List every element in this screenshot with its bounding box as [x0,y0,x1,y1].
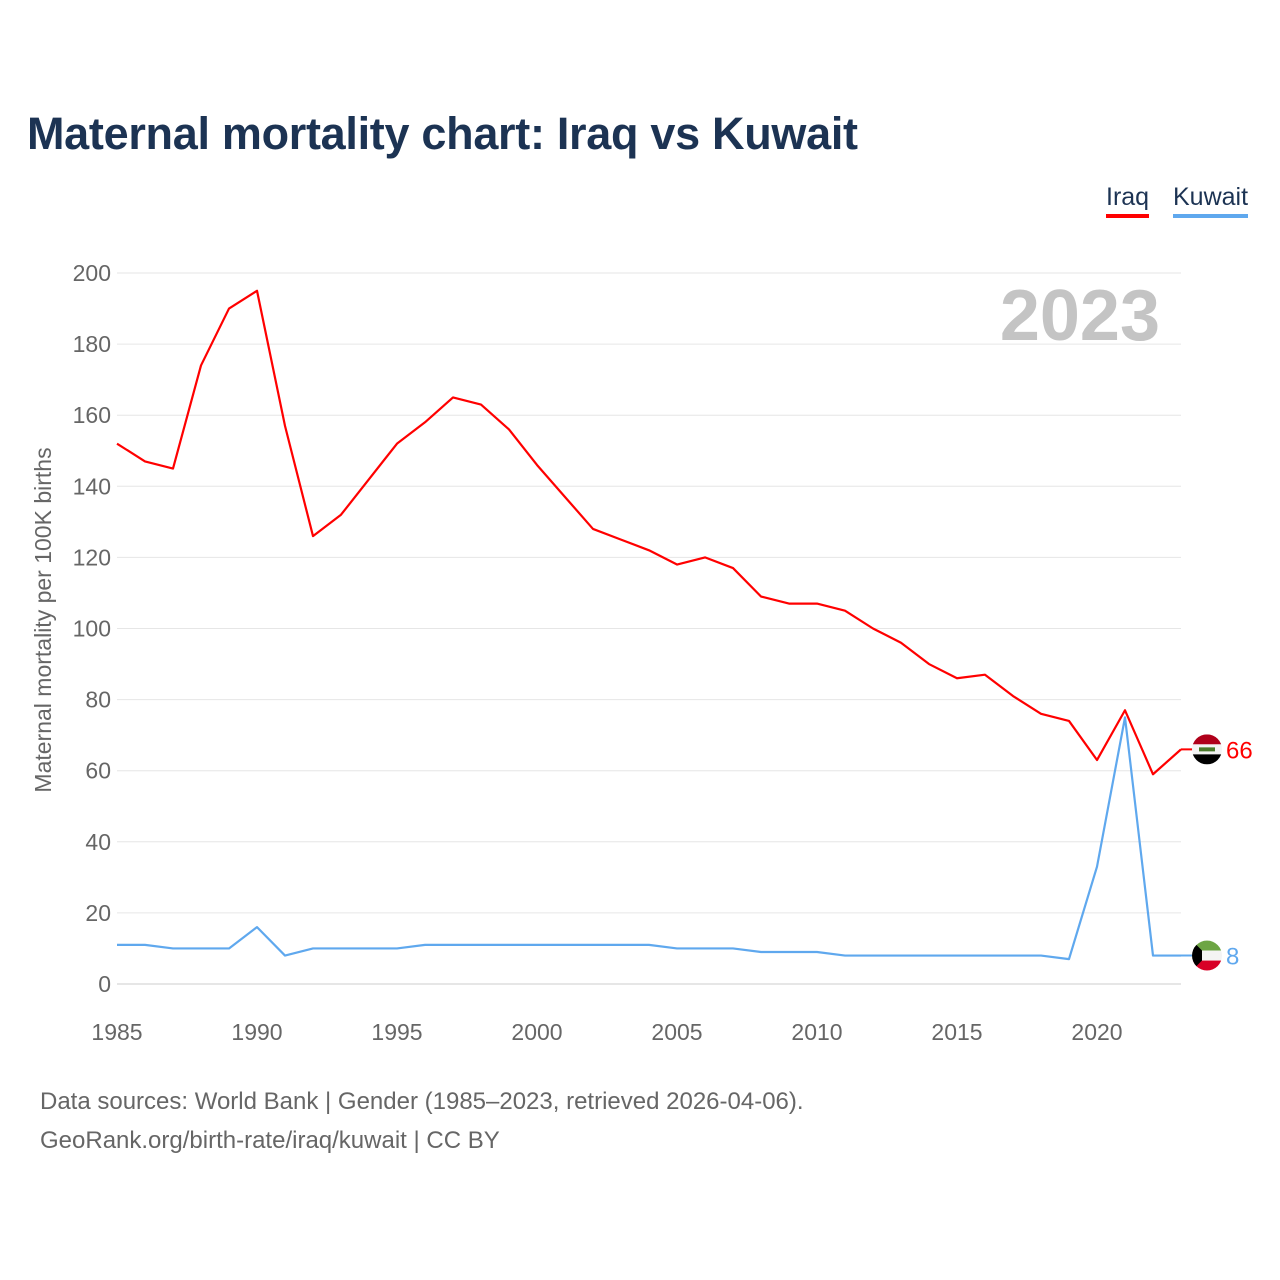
legend-item-iraq[interactable]: Iraq [1106,183,1150,218]
x-tick-label: 1990 [231,1019,282,1045]
y-tick-label: 40 [85,829,111,855]
series-line-iraq [116,289,1182,776]
y-tick-label: 180 [73,331,111,357]
y-axis-label: Maternal mortality per 100K births [30,447,56,792]
flag-stripe [1192,950,1222,961]
flag-stripe [1192,940,1222,951]
data-source-note: Data sources: World Bank | Gender (1985–… [40,1088,804,1115]
flag-body [1192,734,1222,765]
x-tick-label: 1995 [371,1019,422,1045]
kuwait-flag-icon [1192,940,1222,971]
y-tick-label: 0 [98,971,111,997]
y-tick-label: 200 [73,260,111,286]
credit-link[interactable]: GeoRank.org/birth-rate/iraq/kuwait | CC … [40,1127,500,1154]
flag-stripe [1192,734,1222,745]
page-title: Maternal mortality chart: Iraq vs Kuwait [27,108,858,159]
end-value-label: 8 [1226,944,1239,971]
x-tick-label: 2010 [791,1019,842,1045]
end-value-label: 66 [1226,737,1253,764]
flag-stripe [1192,960,1222,971]
iraq-flag-icon [1192,734,1222,765]
year-label: 2023 [1000,276,1160,356]
y-tick-label: 60 [85,758,111,784]
legend-item-kuwait[interactable]: Kuwait [1173,183,1249,218]
flag-emblem [1199,747,1215,752]
x-tick-label: 1985 [91,1019,142,1045]
x-tick-label: 2005 [651,1019,702,1045]
y-tick-label: 120 [73,544,111,570]
y-tick-label: 80 [85,687,111,713]
y-tick-label: 160 [73,402,111,428]
series-line-kuwait [117,716,1181,961]
flag-body [1192,940,1222,971]
x-tick-label: 2000 [511,1019,562,1045]
y-tick-label: 140 [73,473,111,499]
y-tick-label: 100 [73,616,111,642]
x-tick-label: 2015 [931,1019,982,1045]
y-tick-label: 20 [85,900,111,926]
flag-stripe [1192,754,1222,765]
x-tick-label: 2020 [1071,1019,1122,1045]
flag-trapezoid [1192,940,1202,971]
